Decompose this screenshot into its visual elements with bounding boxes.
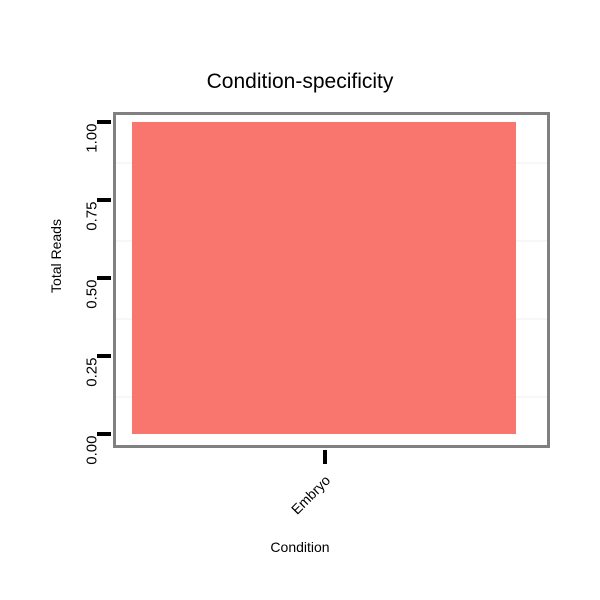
- y-tick-label-0.00: 0.00: [83, 435, 101, 465]
- y-tick-mark-0.25: [97, 354, 111, 358]
- y-tick-label-0.75: 0.75: [83, 201, 101, 231]
- y-tick-label-0.50: 0.50: [83, 279, 101, 309]
- y-axis-title: Total Reads: [48, 219, 64, 293]
- bar-embryo[interactable]: [132, 122, 516, 434]
- y-tick-mark-0.00: [97, 432, 111, 436]
- chart-title: Condition-specificity: [206, 70, 394, 93]
- y-tick-mark-0.50: [97, 276, 111, 280]
- y-tick-label-0.25: 0.25: [83, 357, 101, 387]
- y-tick-mark-1.00: [97, 120, 111, 124]
- x-axis-title: Condition: [270, 539, 330, 555]
- plot-panel: [113, 112, 550, 448]
- plot-panel-inner: [116, 115, 547, 445]
- y-tick-label-1.00: 1.00: [83, 123, 101, 153]
- y-tick-mark-0.75: [97, 198, 111, 202]
- x-tick-mark-embryo: [323, 450, 327, 464]
